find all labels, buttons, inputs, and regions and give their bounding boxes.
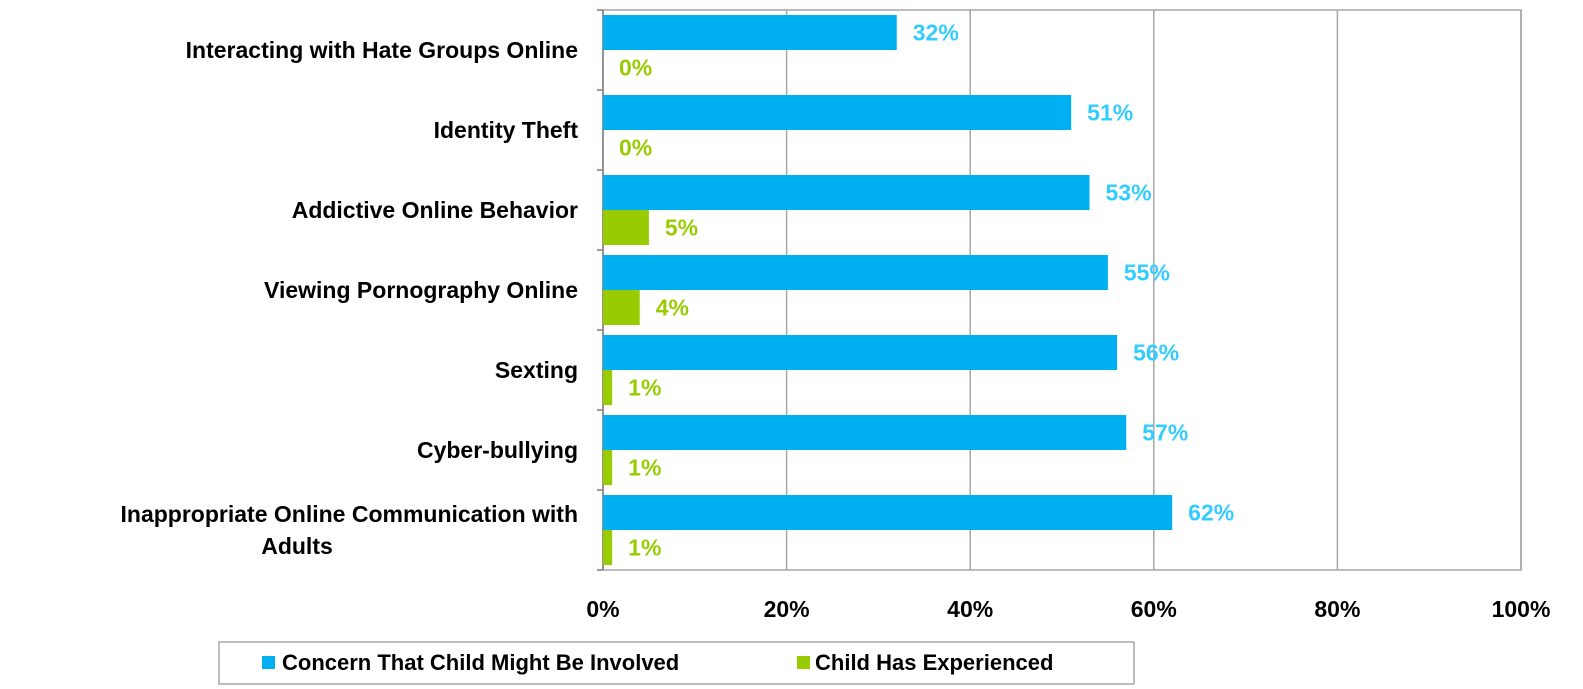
data-label-concern: 53% [1106, 180, 1152, 206]
x-tick-label: 80% [1314, 596, 1360, 622]
bar-experienced [603, 290, 640, 325]
legend-label: Child Has Experienced [815, 650, 1053, 675]
data-label-experienced: 1% [628, 535, 661, 561]
x-tick-label: 60% [1131, 596, 1177, 622]
category-label: Inappropriate Online Communication with A… [121, 501, 578, 559]
data-label-experienced: 4% [656, 295, 689, 321]
bar-concern [603, 335, 1117, 370]
data-label-experienced: 0% [619, 55, 652, 81]
bar-concern [603, 175, 1090, 210]
bar-concern [603, 415, 1126, 450]
category-label-line: Adults [261, 533, 333, 559]
data-label-experienced: 1% [628, 375, 661, 401]
x-tick-label: 20% [764, 596, 810, 622]
x-tick-label: 100% [1492, 596, 1551, 622]
category-label: Viewing Pornography Online [264, 277, 578, 303]
category-label-line: Identity Theft [434, 117, 579, 143]
legend-swatch [797, 656, 810, 669]
category-label: Identity Theft [434, 117, 579, 143]
data-label-concern: 55% [1124, 260, 1170, 286]
legend-label: Concern That Child Might Be Involved [282, 650, 679, 675]
data-label-concern: 56% [1133, 340, 1179, 366]
category-label-line: Viewing Pornography Online [264, 277, 578, 303]
bar-experienced [603, 530, 612, 565]
category-label: Addictive Online Behavior [292, 197, 578, 223]
x-tick-label: 40% [947, 596, 993, 622]
data-label-concern: 51% [1087, 100, 1133, 126]
data-label-concern: 32% [913, 20, 959, 46]
category-label-line: Inappropriate Online Communication with [121, 501, 578, 527]
x-tick-label: 0% [586, 596, 619, 622]
data-label-experienced: 0% [619, 135, 652, 161]
legend-swatch [262, 656, 275, 669]
category-label: Sexting [495, 357, 578, 383]
data-label-experienced: 1% [628, 455, 661, 481]
bar-concern [603, 95, 1071, 130]
bar-concern [603, 255, 1108, 290]
category-label-line: Addictive Online Behavior [292, 197, 578, 223]
category-label-line: Interacting with Hate Groups Online [186, 37, 578, 63]
data-label-concern: 62% [1188, 500, 1234, 526]
data-label-experienced: 5% [665, 215, 698, 241]
bar-experienced [603, 210, 649, 245]
bar-concern [603, 495, 1172, 530]
bar-experienced [603, 450, 612, 485]
bar-experienced [603, 370, 612, 405]
category-label: Interacting with Hate Groups Online [186, 37, 578, 63]
bar-concern [603, 15, 897, 50]
category-label-line: Sexting [495, 357, 578, 383]
category-label-line: Cyber-bullying [417, 437, 578, 463]
data-label-concern: 57% [1142, 420, 1188, 446]
category-label: Cyber-bullying [417, 437, 578, 463]
